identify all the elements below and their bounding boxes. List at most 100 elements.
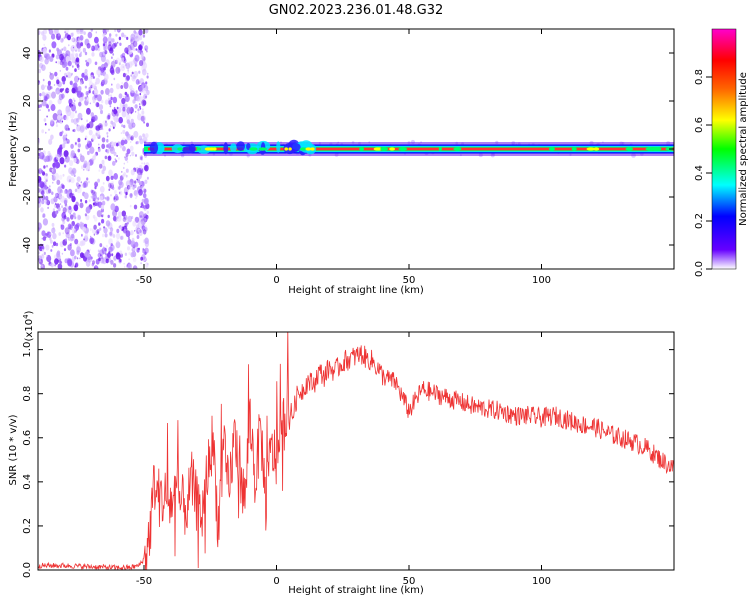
noise-blob [59, 60, 64, 66]
noise-blob [57, 263, 63, 269]
noise-blob [70, 214, 74, 220]
noise-blob [79, 252, 84, 259]
colorbar-label: Normalized spectral amplitude [738, 72, 749, 226]
noise-blob [105, 220, 111, 227]
noise-blob [59, 203, 62, 206]
noise-blob [65, 138, 68, 141]
noise-blob [73, 157, 77, 163]
noise-blob [145, 133, 149, 139]
noise-blob [123, 95, 125, 98]
noise-blob [113, 197, 116, 201]
noise-blob [45, 179, 48, 182]
ridge-spot [398, 147, 408, 151]
noise-blob [146, 176, 149, 180]
noise-blob [99, 243, 103, 248]
noise-blob [107, 113, 111, 118]
noise-blob [126, 75, 130, 81]
noise-blob [58, 93, 64, 101]
noise-blob [68, 179, 71, 183]
noise-blob [136, 35, 141, 42]
noise-blob [54, 264, 56, 267]
noise-blob [64, 124, 70, 131]
noise-blob [62, 220, 66, 225]
noise-blob [104, 233, 108, 238]
noise-blob [135, 154, 137, 157]
noise-blob [142, 108, 144, 111]
noise-blob [76, 185, 82, 194]
noise-blob [110, 243, 113, 247]
noise-blob [100, 254, 102, 257]
noise-blob [114, 189, 117, 195]
noise-blob [98, 104, 104, 111]
noise-blob [110, 65, 113, 69]
noise-blob [67, 244, 72, 251]
noise-blob [81, 95, 85, 101]
noise-blob [122, 106, 126, 112]
noise-blob [41, 169, 44, 174]
noise-blob [140, 215, 142, 218]
noise-blob [100, 257, 105, 264]
noise-blob [120, 56, 125, 63]
noise-blob [48, 261, 52, 267]
noise-blob [124, 265, 126, 268]
noise-blob [90, 189, 94, 194]
noise-blob [78, 53, 82, 58]
noise-blob [137, 172, 143, 180]
ridge-bump [236, 141, 245, 152]
noise-blob [63, 199, 68, 205]
noise-blob [108, 94, 110, 97]
colorbar-gradient [711, 28, 737, 270]
noise-blob [118, 258, 122, 264]
noise-blob [93, 265, 99, 269]
noise-blob [64, 227, 70, 235]
noise-blob [127, 246, 130, 251]
x-tick-label: 100 [532, 576, 551, 587]
noise-blob [48, 29, 53, 35]
noise-blob [102, 29, 108, 34]
noise-blob [123, 166, 125, 170]
noise-blob [38, 176, 42, 183]
noise-blob [113, 151, 117, 156]
noise-blob [46, 104, 49, 109]
noise-blob [103, 43, 106, 47]
noise-blob [130, 240, 136, 248]
noise-blob [53, 84, 56, 86]
noise-blob [61, 205, 64, 209]
noise-blob [59, 131, 63, 137]
noise-blob [65, 134, 68, 137]
noise-blob [138, 70, 141, 74]
noise-blob [95, 101, 100, 108]
noise-blob [138, 135, 143, 141]
noise-blob [75, 49, 77, 52]
figure-title: GN02.2023.236.01.48.G32 [269, 3, 444, 18]
noise-blob [124, 94, 130, 103]
noise-blob [67, 89, 70, 92]
noise-blob [94, 81, 97, 86]
noise-blob [96, 94, 102, 102]
noise-blob [91, 52, 95, 57]
noise-blob [80, 199, 83, 202]
noise-blob [79, 202, 84, 209]
noise-blob [38, 68, 42, 74]
noise-blob [71, 233, 75, 239]
noise-blob [116, 29, 121, 33]
noise-blob [126, 106, 132, 114]
noise-blob [86, 43, 91, 49]
noise-blob [136, 167, 142, 176]
noise-blob [127, 215, 133, 223]
noise-blob [112, 126, 115, 130]
x-tick-label: 0 [273, 275, 279, 286]
noise-blob [80, 124, 85, 132]
noise-blob [124, 103, 128, 109]
noise-blob [57, 98, 62, 105]
noise-blob [73, 194, 75, 197]
noise-blob [132, 99, 136, 104]
colorbar-tick-label: 0.8 [694, 69, 705, 85]
noise-blob [94, 85, 97, 89]
noise-blob [63, 190, 67, 195]
noise-blob [79, 29, 83, 33]
noise-blob [139, 92, 142, 96]
noise-blob [42, 34, 47, 41]
noise-blob [47, 150, 51, 156]
